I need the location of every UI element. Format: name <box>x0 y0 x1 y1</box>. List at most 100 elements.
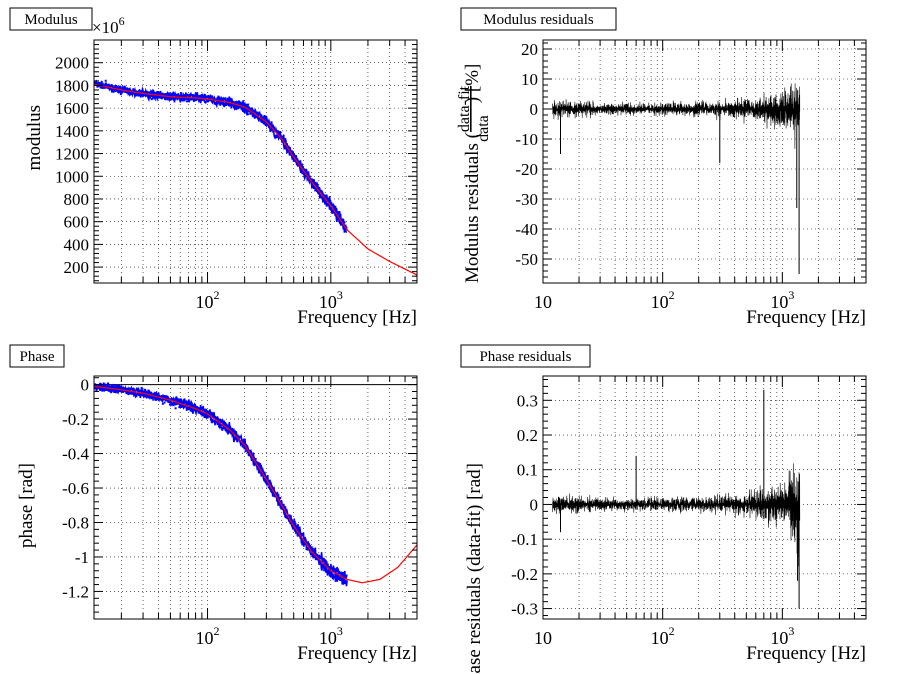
data-point <box>156 97 159 100</box>
y-tick-label: 0 <box>530 495 539 514</box>
data-point <box>269 127 272 130</box>
data-point <box>216 98 219 101</box>
y-tick-label: 0 <box>530 100 539 119</box>
axis-ticks <box>543 376 866 619</box>
data-point <box>140 94 143 97</box>
data-point <box>244 450 247 453</box>
plot-frame <box>93 39 418 284</box>
data-point <box>95 83 98 86</box>
data-point <box>195 95 198 98</box>
data-point <box>124 90 127 93</box>
data-point <box>207 411 210 414</box>
x-tick-label: 102 <box>651 288 675 312</box>
data-point <box>266 123 269 126</box>
data-point <box>172 399 175 402</box>
data-point <box>150 98 153 101</box>
data-point <box>263 471 266 474</box>
data-point <box>119 93 122 96</box>
data-point <box>254 457 257 460</box>
data-point <box>129 91 132 94</box>
data-point <box>259 467 262 470</box>
data-point <box>239 103 242 106</box>
data-point <box>112 90 115 93</box>
data-point <box>283 510 286 513</box>
data-point <box>291 525 294 528</box>
data-point <box>128 92 131 95</box>
data-point <box>258 463 261 466</box>
fit-curve <box>94 83 417 276</box>
data-point <box>202 98 205 101</box>
data-point <box>182 94 185 97</box>
data-point <box>292 159 295 162</box>
data-point <box>144 91 147 94</box>
data-point <box>169 98 172 101</box>
data-point <box>127 391 130 394</box>
data-point <box>192 94 195 97</box>
data-band-upper <box>94 382 348 580</box>
data-point <box>247 110 250 113</box>
x-tick-label: 102 <box>651 624 675 648</box>
data-point <box>229 428 232 431</box>
data-point <box>121 88 124 91</box>
panel-title-box <box>9 344 65 368</box>
data-point <box>341 220 344 223</box>
data-point <box>220 99 223 102</box>
data-point <box>221 98 224 101</box>
data-point <box>279 505 282 508</box>
data-point <box>345 580 348 583</box>
data-point <box>296 162 299 165</box>
x-axis-title: Frequency [Hz] <box>297 307 417 328</box>
y-tick-label: 1400 <box>55 122 89 141</box>
plot-area <box>94 382 417 587</box>
x-tick-label: 102 <box>196 288 220 312</box>
data-point <box>112 389 115 392</box>
data-point <box>291 156 294 159</box>
data-point <box>230 105 233 108</box>
data-point <box>264 121 267 124</box>
plot-frame <box>542 39 867 284</box>
y-tick-label: -1.2 <box>62 582 89 601</box>
data-point <box>238 102 241 105</box>
y-tick-label: -0.1 <box>511 530 538 549</box>
data-point <box>246 447 249 450</box>
data-point <box>194 93 197 96</box>
data-point <box>232 428 235 431</box>
data-point <box>279 134 282 137</box>
data-point <box>147 389 150 392</box>
data-point <box>267 124 270 127</box>
data-point <box>111 86 114 89</box>
x-tick-label: 102 <box>196 624 220 648</box>
data-point <box>184 95 187 98</box>
data-point <box>146 91 149 94</box>
data-point <box>326 199 329 202</box>
data-point <box>107 383 110 386</box>
data-point <box>282 135 285 138</box>
grid-lines <box>94 376 417 619</box>
data-point <box>166 98 169 101</box>
data-point <box>152 94 155 97</box>
panel-title-box <box>9 7 93 31</box>
chart-panel-2: 10 102 103 -50 -40 -30 -20 -10 0 10 20 Frequency [H… <box>456 7 867 328</box>
data-point <box>218 419 221 422</box>
data-point <box>267 486 270 489</box>
data-point <box>212 415 215 418</box>
data-point <box>152 398 155 401</box>
data-point <box>172 401 175 404</box>
panel-title-box <box>460 344 591 368</box>
data-point <box>104 82 107 85</box>
data-point <box>262 471 265 474</box>
data-point <box>205 416 208 419</box>
data-point <box>104 79 107 82</box>
data-point <box>259 464 262 467</box>
data-points <box>94 79 348 230</box>
data-point <box>137 92 140 95</box>
chart-panel-4: 10 102 103 0.3 0.2 0.1 0 -0.1 -0.2 -0.3 Frequency … <box>460 344 867 674</box>
grid-lines <box>543 40 866 283</box>
data-point <box>187 402 190 405</box>
data-point <box>318 556 321 559</box>
data-point <box>332 569 335 572</box>
data-point <box>270 129 273 132</box>
data-point <box>137 94 140 97</box>
y-tick-label: 2000 <box>55 54 89 73</box>
